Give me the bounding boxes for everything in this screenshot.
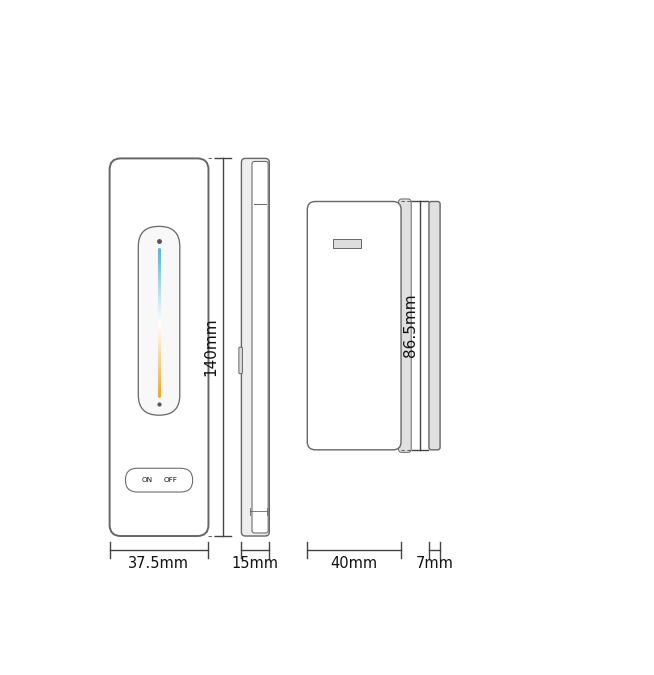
Text: 40mm: 40mm (330, 556, 377, 572)
FancyBboxPatch shape (398, 199, 411, 452)
Text: 7mm: 7mm (415, 556, 453, 572)
FancyBboxPatch shape (126, 468, 193, 492)
FancyBboxPatch shape (307, 202, 401, 450)
Text: OFF: OFF (164, 477, 177, 483)
Text: 37.5mm: 37.5mm (128, 556, 189, 572)
Bar (333, 240, 361, 248)
FancyBboxPatch shape (429, 202, 440, 450)
Text: 140mm: 140mm (203, 318, 218, 376)
Text: ON: ON (142, 477, 153, 483)
FancyBboxPatch shape (252, 161, 268, 533)
Text: 86.5mm: 86.5mm (403, 294, 418, 358)
FancyBboxPatch shape (138, 226, 180, 415)
Text: 15mm: 15mm (232, 556, 279, 572)
FancyBboxPatch shape (241, 159, 269, 536)
FancyBboxPatch shape (110, 159, 209, 536)
FancyBboxPatch shape (239, 347, 243, 374)
